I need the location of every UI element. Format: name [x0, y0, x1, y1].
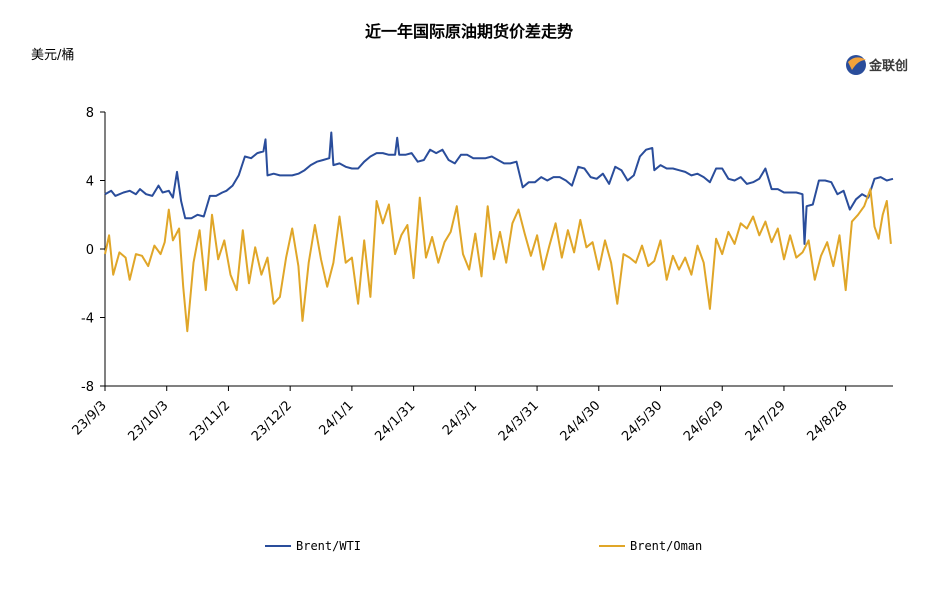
x-tick-label: 24/4/30	[558, 398, 604, 444]
legend: Brent/WTI Brent/Oman	[265, 539, 702, 553]
logo-swoosh-icon	[848, 57, 866, 70]
series-line-2	[104, 188, 892, 333]
x-tick-label: 24/8/28	[804, 398, 850, 444]
logo-text: 金联创	[868, 58, 908, 74]
y-tick-label: -4	[81, 312, 94, 327]
y-tick-label: 8	[86, 106, 94, 121]
y-axis-unit: 美元/桶	[31, 48, 74, 63]
series-layer	[104, 131, 894, 333]
x-tick-label: 23/9/3	[70, 398, 110, 438]
x-tick-label: 24/3/31	[496, 398, 542, 444]
x-tick-label: 24/5/30	[619, 398, 665, 444]
x-tick-label: 23/10/3	[126, 398, 172, 444]
x-tick-label: 24/7/29	[743, 398, 789, 444]
x-tick-label: 23/12/2	[249, 398, 295, 444]
legend-label-1: Brent/WTI	[296, 539, 361, 553]
series-line-1	[104, 131, 894, 245]
legend-label-2: Brent/Oman	[630, 539, 702, 553]
x-tick-label: 24/1/31	[372, 398, 418, 444]
y-tick-label: 4	[86, 175, 94, 190]
x-tick-label: 23/11/2	[187, 398, 233, 444]
brand-logo: 金联创	[846, 55, 908, 75]
x-tick-label: 24/3/1	[440, 398, 480, 438]
x-tick-label: 24/6/29	[681, 398, 727, 444]
chart-title: 近一年国际原油期货价差走势	[365, 22, 573, 41]
y-tick-label: 0	[86, 243, 94, 258]
x-tick-label: 24/1/1	[317, 398, 357, 438]
y-tick-label: -8	[81, 380, 94, 395]
